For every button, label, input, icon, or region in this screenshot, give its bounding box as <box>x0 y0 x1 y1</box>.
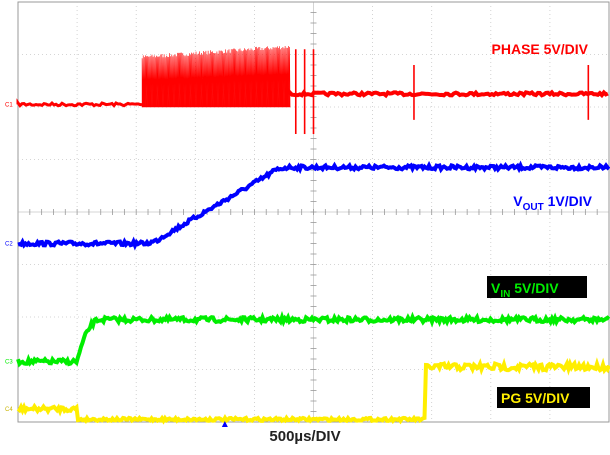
vout-label-sub: OUT <box>523 202 544 213</box>
series-vin <box>16 310 610 368</box>
vin-label-bg <box>487 276 587 298</box>
vout-trace <box>17 160 610 251</box>
pg-trace <box>16 357 610 425</box>
vin-label-main: V <box>491 280 501 296</box>
x-axis-label: 500µs/DIV <box>269 428 341 445</box>
channel-marker-c1: C1 <box>5 102 13 108</box>
phase-label: PHASE 5V/DIV <box>492 41 589 57</box>
pg-label-bg <box>497 387 590 408</box>
vin-label-rest: 5V/DIV <box>510 280 559 296</box>
series-phase <box>16 46 609 135</box>
series-pg <box>16 357 610 425</box>
channel-marker-c2: C2 <box>5 242 13 248</box>
channel-markers: C1 C2 C3 C4 <box>5 102 228 427</box>
vin-label: VIN 5V/DIV <box>491 280 559 300</box>
channel-marker-c3: C3 <box>5 360 13 366</box>
pg-label: PG 5V/DIV <box>501 390 570 406</box>
vout-label-main: V <box>513 193 523 209</box>
vout-label: VOUT 1V/DIV <box>513 193 592 213</box>
channel-marker-c4: C4 <box>5 407 13 413</box>
vin-label-sub: IN <box>500 289 510 300</box>
vout-label-rest: 1V/DIV <box>544 193 593 209</box>
chart-traces <box>16 46 610 425</box>
phase-switching-burst <box>141 46 291 108</box>
trigger-marker-icon <box>221 421 228 427</box>
phase-pre-trace <box>16 98 143 108</box>
vin-trace <box>16 310 610 368</box>
phase-post-trace <box>287 87 609 99</box>
series-vout <box>17 160 610 251</box>
